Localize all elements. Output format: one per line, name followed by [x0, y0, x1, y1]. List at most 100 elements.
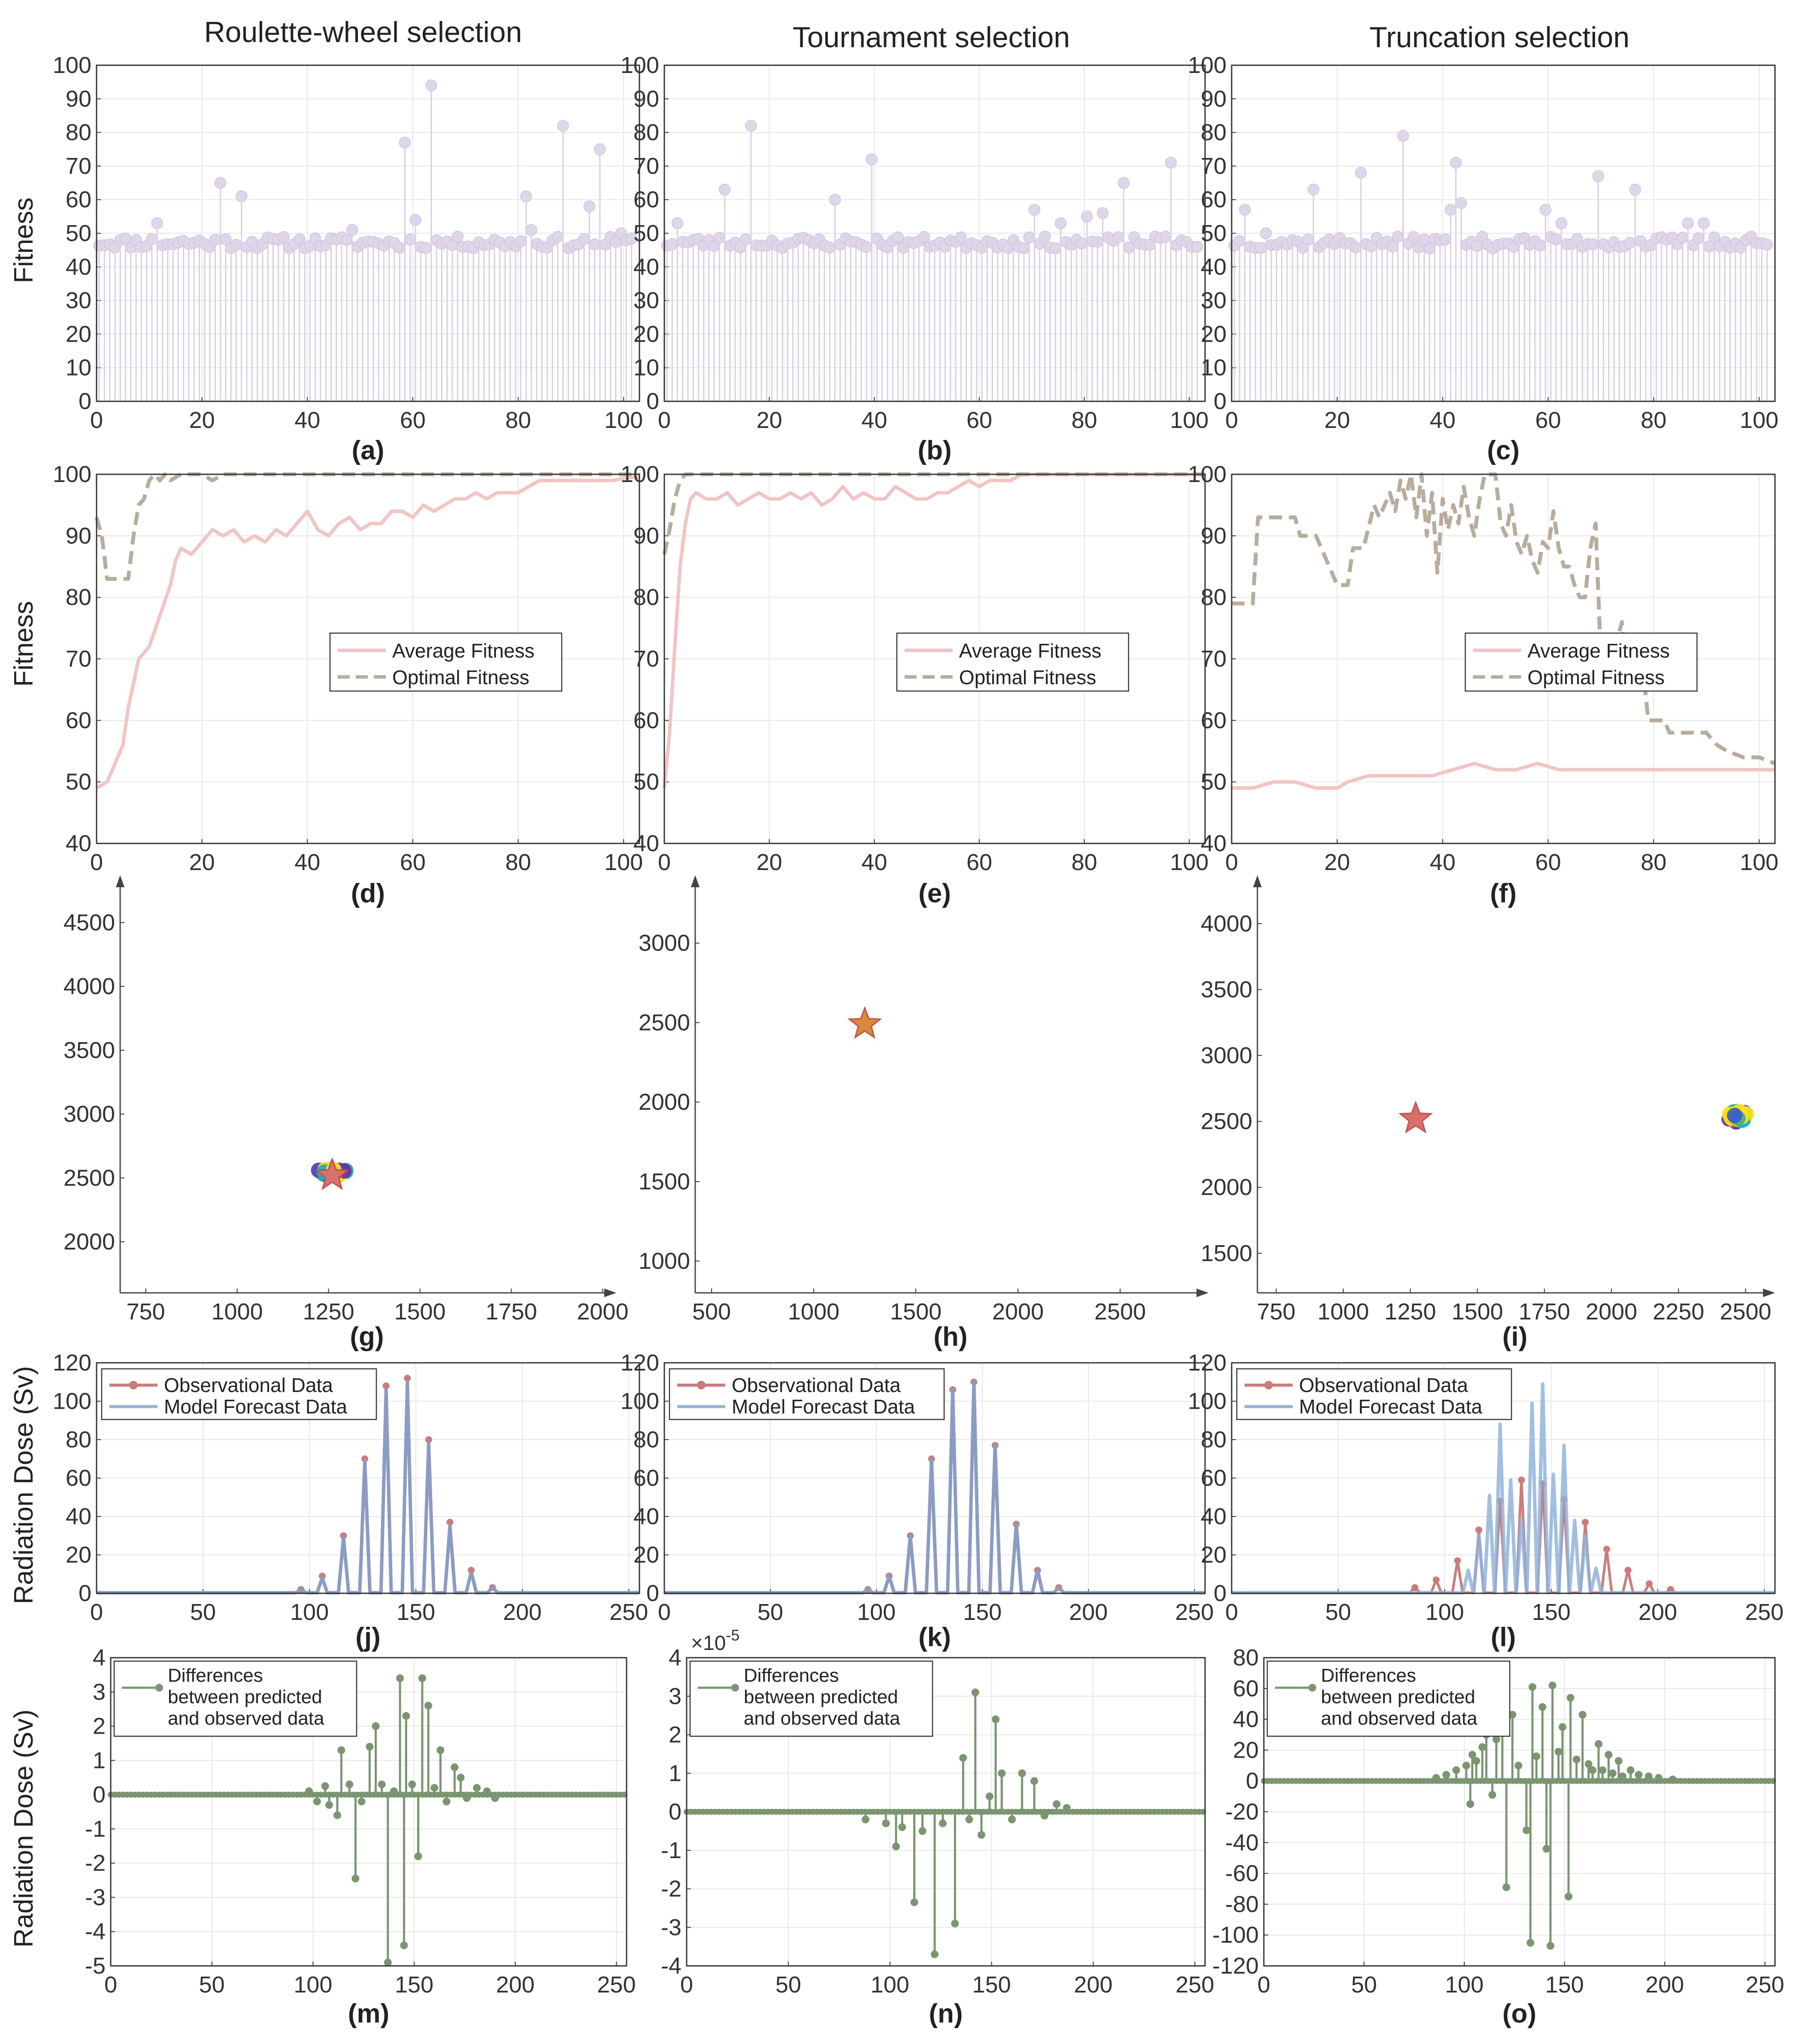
x-tick-label-i-0: 750 [1257, 1299, 1296, 1325]
diff-marker-n-21 [1063, 1804, 1071, 1812]
panel-m: (m) 0 50 100 150 200 250 -5 -4 -3 -2 -1 0 1 2 3 4 Differe… [85, 1645, 636, 2029]
y-tick-label-o-3: -60 [1225, 1861, 1259, 1886]
x-tick-label-a-1: 20 [189, 407, 215, 433]
diff-marker-o-37 [1626, 1766, 1635, 1774]
plot-area-f: Average Fitness Optimal Fitness [1232, 472, 1776, 790]
y-tick-label-g-3: 3500 [64, 1037, 115, 1063]
diff-marker-m-2 [321, 1782, 329, 1790]
y-axis-arrow-i [1253, 875, 1262, 887]
stem-marker-b-79 [1075, 237, 1088, 249]
obs-marker-l-1 [1432, 1576, 1440, 1583]
panel-a: (a) 0 20 40 60 80 100 0 10 20 30 40 50 60 70 80 90 100 [53, 52, 643, 465]
legend-label-k-1: Model Forecast Data [732, 1395, 915, 1418]
diff-marker-m-28 [483, 1787, 491, 1795]
legend-label-f-1: Optimal Fitness [1527, 666, 1665, 688]
x-tick-label-k-4: 200 [1069, 1599, 1108, 1625]
x-tick-label-m-4: 200 [496, 1972, 535, 1998]
x-tick-label-n-1: 50 [775, 1972, 801, 1998]
obs-marker-j-6 [425, 1436, 432, 1443]
axes-box-c [1231, 64, 1776, 402]
diff-marker-o-17 [1528, 1683, 1536, 1691]
x-tick-label-f-1: 20 [1324, 849, 1350, 875]
stem-marker-c-6 [1260, 227, 1272, 240]
stem-marker-a-68 [451, 230, 464, 243]
stem-marker-c-32 [1397, 130, 1409, 142]
y-tick-label-b-1: 10 [633, 355, 659, 381]
y-tick-label-m-1: -4 [85, 1919, 106, 1944]
stem-marker-c-5 [1254, 242, 1267, 254]
stem-marker-b-1 [666, 238, 678, 250]
panel-i: (i) 750 1000 1250 1500 1750 2000 2250 2500 1500 20… [1201, 875, 1775, 1352]
y-tick-label-m-7: 2 [93, 1713, 106, 1739]
y-tick-label-c-4: 40 [1201, 254, 1227, 280]
stem-marker-a-48 [346, 224, 358, 236]
diff-marker-o-40 [1655, 1774, 1663, 1782]
stem-marker-a-63 [425, 79, 437, 91]
y-tick-label-h-4: 3000 [639, 930, 690, 956]
stem-marker-a-35 [278, 231, 290, 243]
stem-marker-c-85 [1677, 231, 1689, 244]
legend-line-m-0: Differences [168, 1665, 263, 1686]
x-tick-label-k-0: 0 [658, 1599, 671, 1625]
stem-marker-c-2 [1239, 203, 1251, 216]
legend-box-e [896, 632, 1130, 692]
obs-marker-l-10 [1624, 1567, 1632, 1574]
stem-marker-b-56 [955, 231, 967, 243]
plot-area-e: Average Fitness Optimal Fitness [662, 472, 1205, 788]
y-tick-label-c-2: 20 [1201, 321, 1227, 347]
x-tick-label-h-0: 500 [692, 1299, 731, 1325]
panel-o: (o) 0 50 100 150 200 250 -120 -100 -80 -60 -40 -20 0 2… [1212, 1645, 1784, 2029]
diff-marker-o-38 [1635, 1771, 1643, 1779]
plot-area-g [311, 1157, 354, 1190]
stem-marker-a-88 [557, 120, 569, 132]
x-tick-label-o-1: 50 [1351, 1972, 1377, 1998]
diff-marker-m-0 [305, 1787, 313, 1795]
y-tick-label-k-5: 100 [621, 1389, 659, 1414]
legend-marker-m [155, 1684, 163, 1692]
axes-box-d [96, 473, 640, 844]
plot-area-a [93, 79, 638, 401]
y-tick-label-j-2: 40 [66, 1504, 91, 1529]
y-tick-label-a-0: 0 [79, 388, 91, 414]
stem-marker-b-80 [1081, 210, 1093, 223]
diff-marker-o-31 [1594, 1740, 1602, 1748]
stem-marker-a-47 [341, 234, 353, 246]
x-tick-label-n-4: 200 [1074, 1972, 1112, 1998]
x-tick-label-i-6: 2250 [1653, 1299, 1704, 1325]
y-tick-label-m-9: 4 [93, 1645, 106, 1671]
y-tick-label-f-5: 90 [1201, 523, 1227, 549]
x-tick-label-c-3: 60 [1535, 407, 1561, 433]
y-tick-label-c-3: 30 [1201, 288, 1227, 313]
x-tick-label-i-5: 2000 [1586, 1299, 1637, 1325]
legend-label-l-1: Model Forecast Data [1299, 1395, 1482, 1418]
y-tick-label-m-0: -5 [85, 1953, 106, 1979]
y-tick-label-o-6: 0 [1246, 1768, 1259, 1794]
diff-marker-n-10 [965, 1815, 973, 1823]
target-star-g [315, 1157, 350, 1190]
x-tick-label-c-5: 100 [1740, 407, 1778, 433]
x-tick-label-k-3: 150 [963, 1599, 1002, 1625]
y-axis-arrow-h [691, 875, 700, 887]
y-tick-label-h-3: 2500 [639, 1010, 690, 1035]
x-tick-label-i-7: 2500 [1720, 1299, 1771, 1325]
legend-marker-j [129, 1381, 138, 1389]
stem-marker-b-75 [1054, 217, 1067, 229]
y-tick-label-o-1: -100 [1212, 1922, 1259, 1948]
stem-marker-b-38 [860, 241, 872, 253]
x-tick-label-o-2: 100 [1445, 1972, 1484, 1998]
y-tick-label-g-1: 2500 [64, 1165, 115, 1191]
y-tick-label-n-6: 2 [669, 1722, 681, 1748]
diff-marker-n-7 [939, 1819, 947, 1827]
column-title-2: Truncation selection [1369, 21, 1629, 54]
diff-marker-m-29 [491, 1794, 499, 1802]
scatter-point-i-69 [1727, 1107, 1743, 1123]
stem-marker-a-82 [525, 224, 537, 236]
x-tick-label-m-5: 250 [597, 1972, 636, 1998]
legend-label-l-0: Observational Data [1299, 1374, 1468, 1396]
stem-marker-c-59 [1539, 203, 1552, 216]
diff-marker-o-20 [1542, 1845, 1551, 1853]
diff-marker-o-0 [1432, 1774, 1440, 1782]
x-tick-label-n-0: 0 [680, 1972, 693, 1998]
